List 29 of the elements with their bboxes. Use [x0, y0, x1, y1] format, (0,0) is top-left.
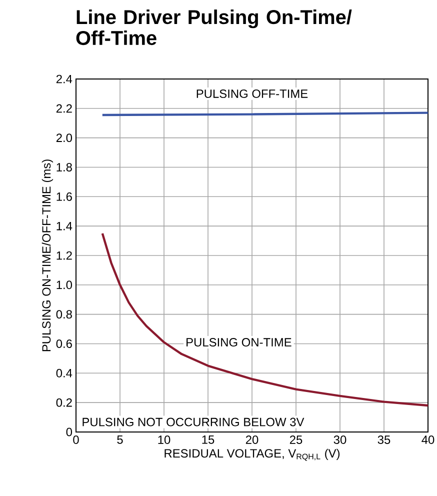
y-tick-label: 0.8	[56, 310, 72, 319]
y-axis-title: PULSING ON-TIME/OFF-TIME (ms)	[42, 160, 54, 352]
x-tick-label: 30	[334, 436, 346, 444]
y-tick-label: 1.8	[56, 163, 72, 172]
x-tick-label: 35	[378, 436, 390, 444]
y-tick-label: 1.4	[56, 222, 72, 230]
y-tick-label: 1.0	[56, 280, 72, 290]
x-tick-label: 10	[158, 436, 170, 444]
y-tick-label: 2.4	[56, 74, 72, 84]
y-tick-label: 0.2	[56, 398, 72, 407]
x-tick-label: 25	[290, 436, 302, 444]
series-label: PULSING OFF-TIME	[196, 89, 308, 98]
chart-title: Line Driver Pulsing On-Time/ Off-Time	[76, 10, 352, 46]
y-tick-label: 0	[66, 428, 72, 436]
y-tick-label: 0.4	[56, 368, 72, 378]
x-tick-label: 15	[202, 436, 214, 444]
y-tick-label: 2.2	[56, 104, 72, 113]
x-axis-title: RESIDUAL VOLTAGE, V$_{RQH,L}$ (V)	[164, 448, 340, 461]
y-tick-label: 2.0	[56, 134, 72, 142]
x-tick-label: 5	[117, 436, 123, 444]
x-tick-label: 40	[422, 436, 434, 444]
y-tick-label: 1.2	[56, 251, 72, 260]
y-tick-label: 0.6	[56, 340, 72, 348]
annotation: PULSING NOT OCCURRING BELOW 3V	[82, 418, 304, 426]
x-tick-label: 0	[73, 436, 79, 444]
line-series	[101, 232, 430, 407]
y-tick-label: 1.6	[56, 192, 72, 201]
x-tick-label: 20	[246, 436, 258, 444]
series-label: PULSING ON-TIME	[186, 338, 292, 346]
